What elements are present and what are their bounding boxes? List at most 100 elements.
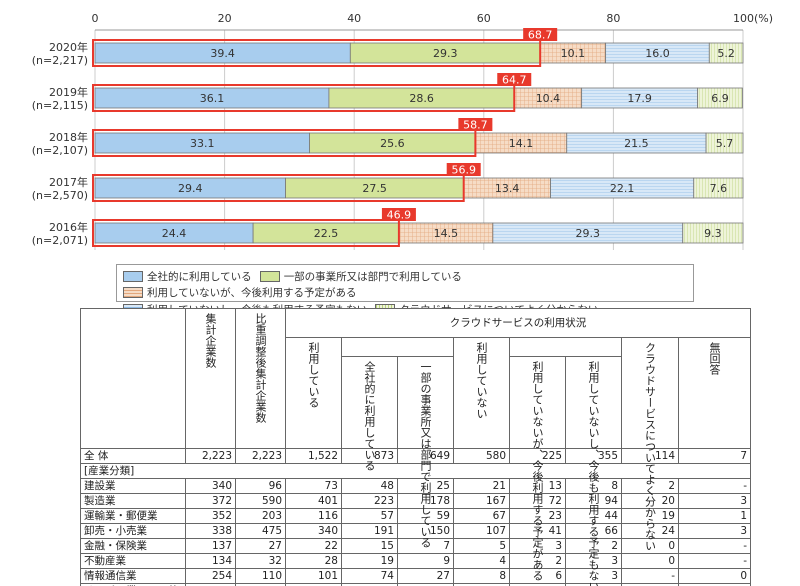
category-label: (n=2,071) bbox=[32, 234, 88, 247]
data-label: 29.3 bbox=[433, 47, 458, 60]
cell: 1,522 bbox=[285, 448, 342, 464]
category-label: 2016年 bbox=[49, 220, 88, 234]
bar-segment bbox=[697, 87, 743, 109]
data-label: 29.3 bbox=[576, 227, 601, 240]
highlight-box bbox=[92, 84, 516, 112]
stacked-bar-chart: 0 20 40 60 80 100(%) 2020年(n=2,217) 39.4 29.3 10.… bbox=[32, 12, 773, 250]
legend-item: 一部の事業所又は部門で利用している bbox=[259, 268, 462, 284]
category-label: 2019年 bbox=[49, 85, 88, 99]
highlight-box bbox=[92, 219, 400, 247]
header-blank bbox=[80, 308, 186, 449]
cell: 4 bbox=[453, 553, 510, 569]
cell: 74 bbox=[341, 568, 398, 584]
cell: - bbox=[678, 538, 751, 554]
legend-label: 利用していないが、今後利用する予定がある bbox=[147, 287, 357, 299]
cell: 649 bbox=[397, 448, 454, 464]
data-label: 5.2 bbox=[717, 47, 735, 60]
cell: 110 bbox=[235, 568, 286, 584]
cell: 0 bbox=[621, 553, 679, 569]
row-label: 全 体 bbox=[80, 448, 186, 464]
data-label: 5.7 bbox=[716, 137, 734, 150]
x-tick-label: 40 bbox=[347, 12, 361, 25]
cloud-usage-table: 集計企業数 比重調整後集計企業数 クラウドサービスの利用状況 利用している 利用… bbox=[80, 308, 751, 586]
legend-label: 全社的に利用している bbox=[147, 270, 252, 283]
total-label: 64.7 bbox=[502, 74, 527, 87]
header-plan: 利用していないが、今後利用する予定がある bbox=[531, 360, 544, 581]
category-label: (n=2,107) bbox=[32, 144, 88, 157]
x-tick-label: 0 bbox=[92, 12, 99, 25]
cell: 32 bbox=[235, 553, 286, 569]
category-label: 2017年 bbox=[49, 175, 88, 189]
data-label: 17.9 bbox=[627, 92, 652, 105]
header-partial: 一部の事業所又は部門で利用している bbox=[419, 360, 432, 548]
total-badge bbox=[523, 28, 558, 41]
data-label: 29.4 bbox=[178, 182, 203, 195]
category-label: 2020年 bbox=[49, 40, 88, 54]
cell: 1 bbox=[678, 508, 751, 524]
data-label: 9.3 bbox=[704, 227, 722, 240]
x-tick-label: 100(%) bbox=[733, 12, 773, 25]
cell: 2,223 bbox=[185, 448, 236, 464]
header-no-plan: 利用していないし、今後も利用する予定もない bbox=[587, 360, 600, 586]
legend-item: 利用していないが、今後利用する予定がある bbox=[123, 285, 356, 301]
cell: 107 bbox=[453, 523, 510, 539]
cell: - bbox=[678, 583, 751, 586]
data-label: 39.4 bbox=[210, 47, 235, 60]
cell: 223 bbox=[341, 493, 398, 509]
cell: 19 bbox=[341, 553, 398, 569]
cell: 27 bbox=[397, 568, 454, 584]
data-label: 13.4 bbox=[495, 182, 520, 195]
legend: 全社的に利用している 一部の事業所又は部門で利用している利用していないが、今後利用… bbox=[116, 264, 694, 316]
total-label: 46.9 bbox=[387, 209, 412, 222]
cell: 134 bbox=[185, 553, 236, 569]
legend-swatch bbox=[259, 270, 280, 282]
cell: 27 bbox=[235, 538, 286, 554]
header-group: クラウドサービスの利用状況 bbox=[285, 308, 751, 338]
total-label: 58.7 bbox=[463, 119, 488, 132]
cell: 7 bbox=[678, 448, 751, 464]
bar-segment bbox=[682, 222, 744, 244]
header-using: 利用している bbox=[307, 342, 320, 408]
table-row: サービス業、その他2966904422461962006613448- bbox=[80, 583, 751, 586]
cell: 44 bbox=[565, 508, 622, 524]
row-label: 卸売・小売業 bbox=[80, 523, 186, 539]
legend-swatch bbox=[123, 270, 143, 282]
highlight-box bbox=[92, 174, 465, 202]
total-badge bbox=[497, 73, 532, 86]
category-label: (n=2,115) bbox=[32, 99, 88, 112]
cell: 28 bbox=[285, 553, 342, 569]
data-label: 25.6 bbox=[380, 137, 405, 150]
cell: 167 bbox=[453, 493, 510, 509]
data-label: 6.9 bbox=[711, 92, 729, 105]
cell: 73 bbox=[285, 478, 342, 494]
data-label: 22.1 bbox=[610, 182, 635, 195]
cell: 20 bbox=[621, 493, 679, 509]
header-not-using: 利用していない bbox=[475, 342, 488, 419]
cell: 590 bbox=[235, 493, 286, 509]
data-label: 33.1 bbox=[190, 137, 215, 150]
header-weighted-companies: 比重調整後集計企業数 bbox=[254, 313, 267, 423]
row-label: 不動産業 bbox=[80, 553, 186, 569]
table-row: 金融・保険業 137 27 22 15 7 5 3 2 0- bbox=[80, 538, 751, 554]
total-badge bbox=[458, 118, 493, 131]
cell: 3 bbox=[678, 523, 751, 539]
cell: 580 bbox=[453, 448, 510, 464]
legend-swatch bbox=[123, 287, 143, 298]
data-label: 36.1 bbox=[200, 92, 225, 105]
x-tick-label: 60 bbox=[477, 12, 491, 25]
cell: 401 bbox=[285, 493, 342, 509]
data-label: 14.5 bbox=[434, 227, 459, 240]
data-label: 14.1 bbox=[509, 137, 534, 150]
table-row: 情報通信業 254 110 101 74 27 8 6 3-0 bbox=[80, 568, 751, 584]
data-label: 27.5 bbox=[362, 182, 387, 195]
cell: 0 bbox=[678, 568, 751, 584]
cell: 372 bbox=[185, 493, 236, 509]
total-label: 56.9 bbox=[451, 164, 476, 177]
cell: 254 bbox=[185, 568, 236, 584]
data-label: 28.6 bbox=[409, 92, 434, 105]
x-tick-label: 20 bbox=[218, 12, 232, 25]
cell: 338 bbox=[185, 523, 236, 539]
table-row: 卸売・小売業 338 475 340 191 150 107 41 66 24 3 bbox=[80, 523, 751, 539]
row-label: 金融・保険業 bbox=[80, 538, 186, 554]
